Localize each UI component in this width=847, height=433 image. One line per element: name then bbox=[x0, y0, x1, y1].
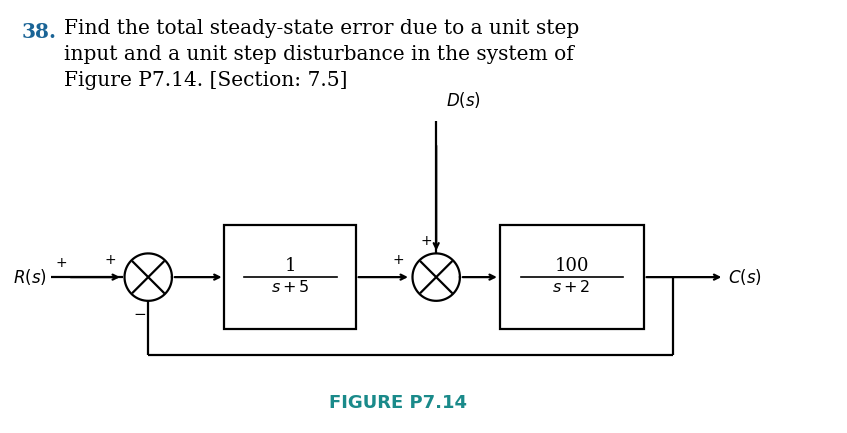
Text: $D(s)$: $D(s)$ bbox=[446, 90, 481, 110]
Text: 100: 100 bbox=[555, 257, 589, 275]
Text: FIGURE P7.14: FIGURE P7.14 bbox=[329, 394, 467, 412]
Text: 1: 1 bbox=[285, 257, 296, 275]
Text: +: + bbox=[55, 256, 67, 270]
Text: +: + bbox=[420, 234, 432, 248]
Text: Find the total steady-state error due to a unit step
input and a unit step distu: Find the total steady-state error due to… bbox=[64, 19, 579, 90]
Text: $C(s)$: $C(s)$ bbox=[728, 267, 762, 287]
Text: $R(s)$: $R(s)$ bbox=[13, 267, 47, 287]
Bar bbox=[224, 225, 356, 329]
Text: 38.: 38. bbox=[21, 22, 56, 42]
Text: $s+2$: $s+2$ bbox=[552, 279, 591, 295]
Text: +: + bbox=[104, 253, 116, 267]
Text: $s+5$: $s+5$ bbox=[271, 279, 309, 295]
Text: −: − bbox=[133, 307, 147, 322]
Bar bbox=[500, 225, 644, 329]
Text: +: + bbox=[392, 253, 404, 267]
